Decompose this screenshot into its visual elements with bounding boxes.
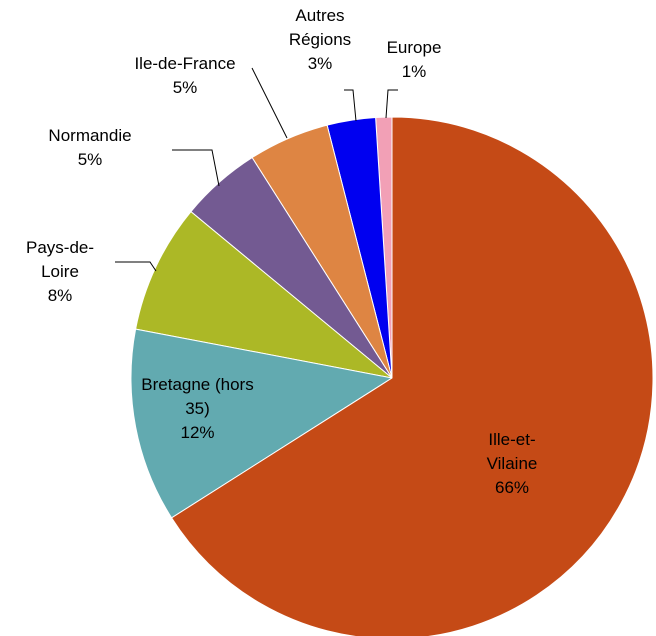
leader-line xyxy=(172,149,220,187)
slice-label: Autres Régions 3% xyxy=(270,4,370,76)
slice xyxy=(135,210,393,379)
leader-line xyxy=(344,89,357,122)
leader-line xyxy=(251,67,288,139)
value-label: 1% xyxy=(401,62,427,81)
category-label: Ille-et-Vilaine xyxy=(486,430,538,473)
category-label: Pays-de-Loire xyxy=(25,238,95,281)
leader-line xyxy=(115,261,157,272)
slice-label: Europe 1% xyxy=(372,36,456,84)
value-label: 5% xyxy=(172,78,198,97)
slice-label: Bretagne (hors 35) 12% xyxy=(140,373,255,445)
category-label: Bretagne (hors 35) xyxy=(141,375,254,418)
slice-label: Ile-de-France 5% xyxy=(105,52,265,100)
leader-line xyxy=(385,89,398,119)
category-label: Autres Régions xyxy=(288,6,352,49)
value-label: 12% xyxy=(180,423,215,442)
slice-label: Pays-de-Loire 8% xyxy=(20,236,100,308)
value-label: 3% xyxy=(307,54,333,73)
value-label: 5% xyxy=(77,150,103,169)
slice xyxy=(130,328,394,519)
value-label: 66% xyxy=(494,478,530,497)
slice-label: Ille-et-Vilaine 66% xyxy=(470,428,554,500)
leader-lines xyxy=(115,67,398,272)
slice xyxy=(170,116,654,636)
category-label: Europe xyxy=(386,38,442,57)
category-label: Normandie xyxy=(48,126,132,145)
slice-label: Normandie 5% xyxy=(40,124,140,172)
value-label: 8% xyxy=(47,286,73,305)
category-label: Ile-de-France xyxy=(134,54,236,73)
